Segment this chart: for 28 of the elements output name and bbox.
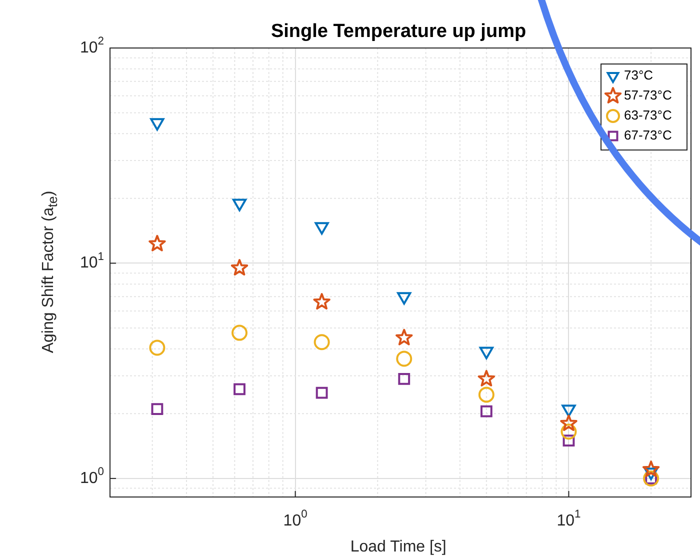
point (313, 293, 330, 310)
point (396, 328, 413, 346)
legend-label: 63-73°C (624, 108, 672, 123)
chart-title: Single Temperature up jump (270, 21, 526, 42)
legend-label: 57-73°C (624, 88, 672, 103)
point (478, 386, 494, 403)
point (480, 405, 492, 418)
point (396, 350, 412, 367)
point (314, 222, 329, 235)
point (148, 234, 166, 252)
point (234, 383, 246, 396)
point (642, 460, 660, 478)
legend-label: 73°C (624, 68, 654, 83)
point (232, 198, 247, 212)
point (150, 118, 164, 131)
point (398, 372, 410, 385)
x-axis-title: Load Time [s] (350, 538, 446, 556)
point (149, 340, 166, 356)
point (560, 424, 577, 440)
point (151, 403, 164, 416)
point (232, 324, 248, 341)
legend-label: 67-73°C (624, 128, 672, 143)
point (316, 386, 328, 399)
point (314, 334, 330, 350)
point (230, 259, 248, 276)
point (478, 370, 496, 386)
point (560, 414, 578, 431)
point (562, 434, 575, 446)
